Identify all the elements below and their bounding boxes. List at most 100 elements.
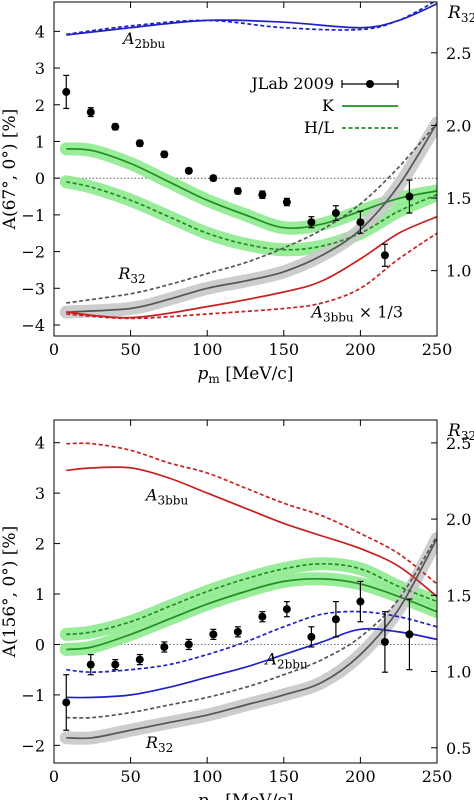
x-tick-label: 100 [192, 767, 223, 786]
x-tick-label: 0 [49, 767, 59, 786]
data-point [258, 190, 267, 199]
y-tick-label: 0 [35, 635, 45, 654]
data-point [184, 640, 193, 649]
data-point [111, 122, 120, 131]
plot-area [54, 2, 437, 320]
plot-frame [53, 419, 438, 764]
curve-r32-k [66, 538, 437, 740]
data-point [233, 187, 242, 196]
y-tick-label: 3 [35, 484, 45, 503]
y2-tick-label: 1.5 [446, 189, 471, 208]
curve-r32-h-l [66, 122, 437, 304]
data-point [184, 166, 193, 175]
y2-tick-label: 2.5 [446, 434, 471, 453]
y-axis-label: A(67°, 0°) [%] [0, 109, 20, 231]
x-tick-label: 100 [192, 340, 223, 359]
y-tick-label: −4 [21, 316, 45, 335]
y-tick-label: 1 [35, 585, 45, 604]
legend-label-0: JLab 2009 [249, 74, 334, 93]
data-point [331, 209, 340, 218]
curve-a2bbu-h-l [66, 2, 436, 36]
data-point [135, 139, 144, 148]
y2-tick-label: 2.5 [446, 44, 471, 63]
y-tick-label: 1 [35, 132, 45, 151]
annotation-a3bbu: A3bbu [144, 486, 189, 508]
data-point [356, 597, 365, 606]
curve-a3bbu-k [66, 215, 437, 319]
legend-point [366, 80, 374, 88]
data-point [86, 108, 95, 117]
curve-k [66, 147, 437, 230]
y-tick-label: 0 [35, 169, 45, 188]
data-point [111, 660, 120, 669]
data-point [135, 655, 144, 664]
x-tick-label: 150 [269, 340, 300, 359]
x-tick-label: 0 [49, 340, 59, 359]
x-tick-label: 250 [422, 767, 453, 786]
plot-area [54, 442, 437, 745]
x-axis-label: pm [MeV/c] [198, 791, 294, 800]
legend: JLab 2009 K H/L [249, 74, 399, 137]
x-tick-label: 200 [345, 767, 376, 786]
y-tick-label: −2 [21, 243, 45, 262]
data-point [86, 660, 95, 669]
data-point [307, 632, 316, 641]
x-tick-label: 50 [120, 767, 140, 786]
annotation-a3bbu-1-3: A3bbu × 1/3 [309, 303, 403, 325]
annotation-r32: R32 [145, 733, 173, 755]
annotation-a2bbu: A2bbu [121, 29, 166, 51]
y-tick-label: −3 [21, 279, 45, 298]
annotation-r32: R32 [117, 264, 145, 286]
y2-tick-label: 2.0 [446, 510, 471, 529]
curve-a3bbu-h-l [66, 232, 437, 320]
legend-label-2: H/L [304, 118, 334, 137]
legend-label-1: K [322, 96, 335, 115]
data-point [307, 218, 316, 227]
data-point [331, 615, 340, 624]
y2-tick-label: 1.5 [446, 586, 471, 605]
curve-a2bbu-k [66, 3, 437, 36]
y2-tick-label: 1.0 [446, 262, 471, 281]
data-point [405, 630, 414, 639]
curve-r32-h-l [66, 535, 437, 719]
curve-a2bbu-h-l [66, 610, 437, 674]
x-tick-label: 200 [345, 340, 376, 359]
y-tick-label: 2 [35, 535, 45, 554]
y-tick-label: −1 [21, 206, 45, 225]
annotation-a2bbu: A2bbu [263, 650, 308, 672]
data-point [62, 698, 71, 707]
data-point [356, 218, 365, 227]
curve-k [66, 577, 437, 651]
data-point [282, 198, 291, 207]
curve-a3bbu-h-l [66, 442, 437, 585]
plot-frame [53, 1, 438, 337]
curve-h-l [66, 180, 437, 251]
y2-tick-label: 2.0 [446, 116, 471, 135]
data-point [380, 251, 389, 260]
y2-axis-label: R32 [447, 3, 474, 25]
y-tick-label: 3 [35, 59, 45, 78]
data-point [405, 192, 414, 201]
x-tick-label: 50 [120, 340, 140, 359]
data-point [209, 174, 218, 183]
y-tick-label: −1 [21, 686, 45, 705]
x-tick-label: 250 [422, 340, 453, 359]
y-tick-label: 4 [35, 434, 45, 453]
bottom-panel: 0 50 100 150 200 250 −2 −1 0 1 2 3 4 0.5 1.0 1.5 2.0 2.5 p… [0, 419, 474, 800]
x-tick-label: 150 [269, 767, 300, 786]
curve-a3bbu-k [66, 466, 437, 598]
x-axis-label: pm [MeV/c] [198, 364, 294, 386]
data-point [209, 630, 218, 639]
y-tick-label: 4 [35, 22, 45, 41]
data-point [380, 637, 389, 646]
y-axis-label: A(156°, 0°) [%] [0, 526, 20, 658]
y-tick-label: −2 [21, 736, 45, 755]
data-point [62, 87, 71, 96]
y2-tick-label: 0.5 [446, 739, 471, 758]
data-point [258, 612, 267, 621]
curve-h-l [66, 562, 437, 636]
curve-r32-k [66, 122, 437, 313]
data-point [282, 605, 291, 614]
y2-axis-label: R32 [447, 421, 474, 443]
